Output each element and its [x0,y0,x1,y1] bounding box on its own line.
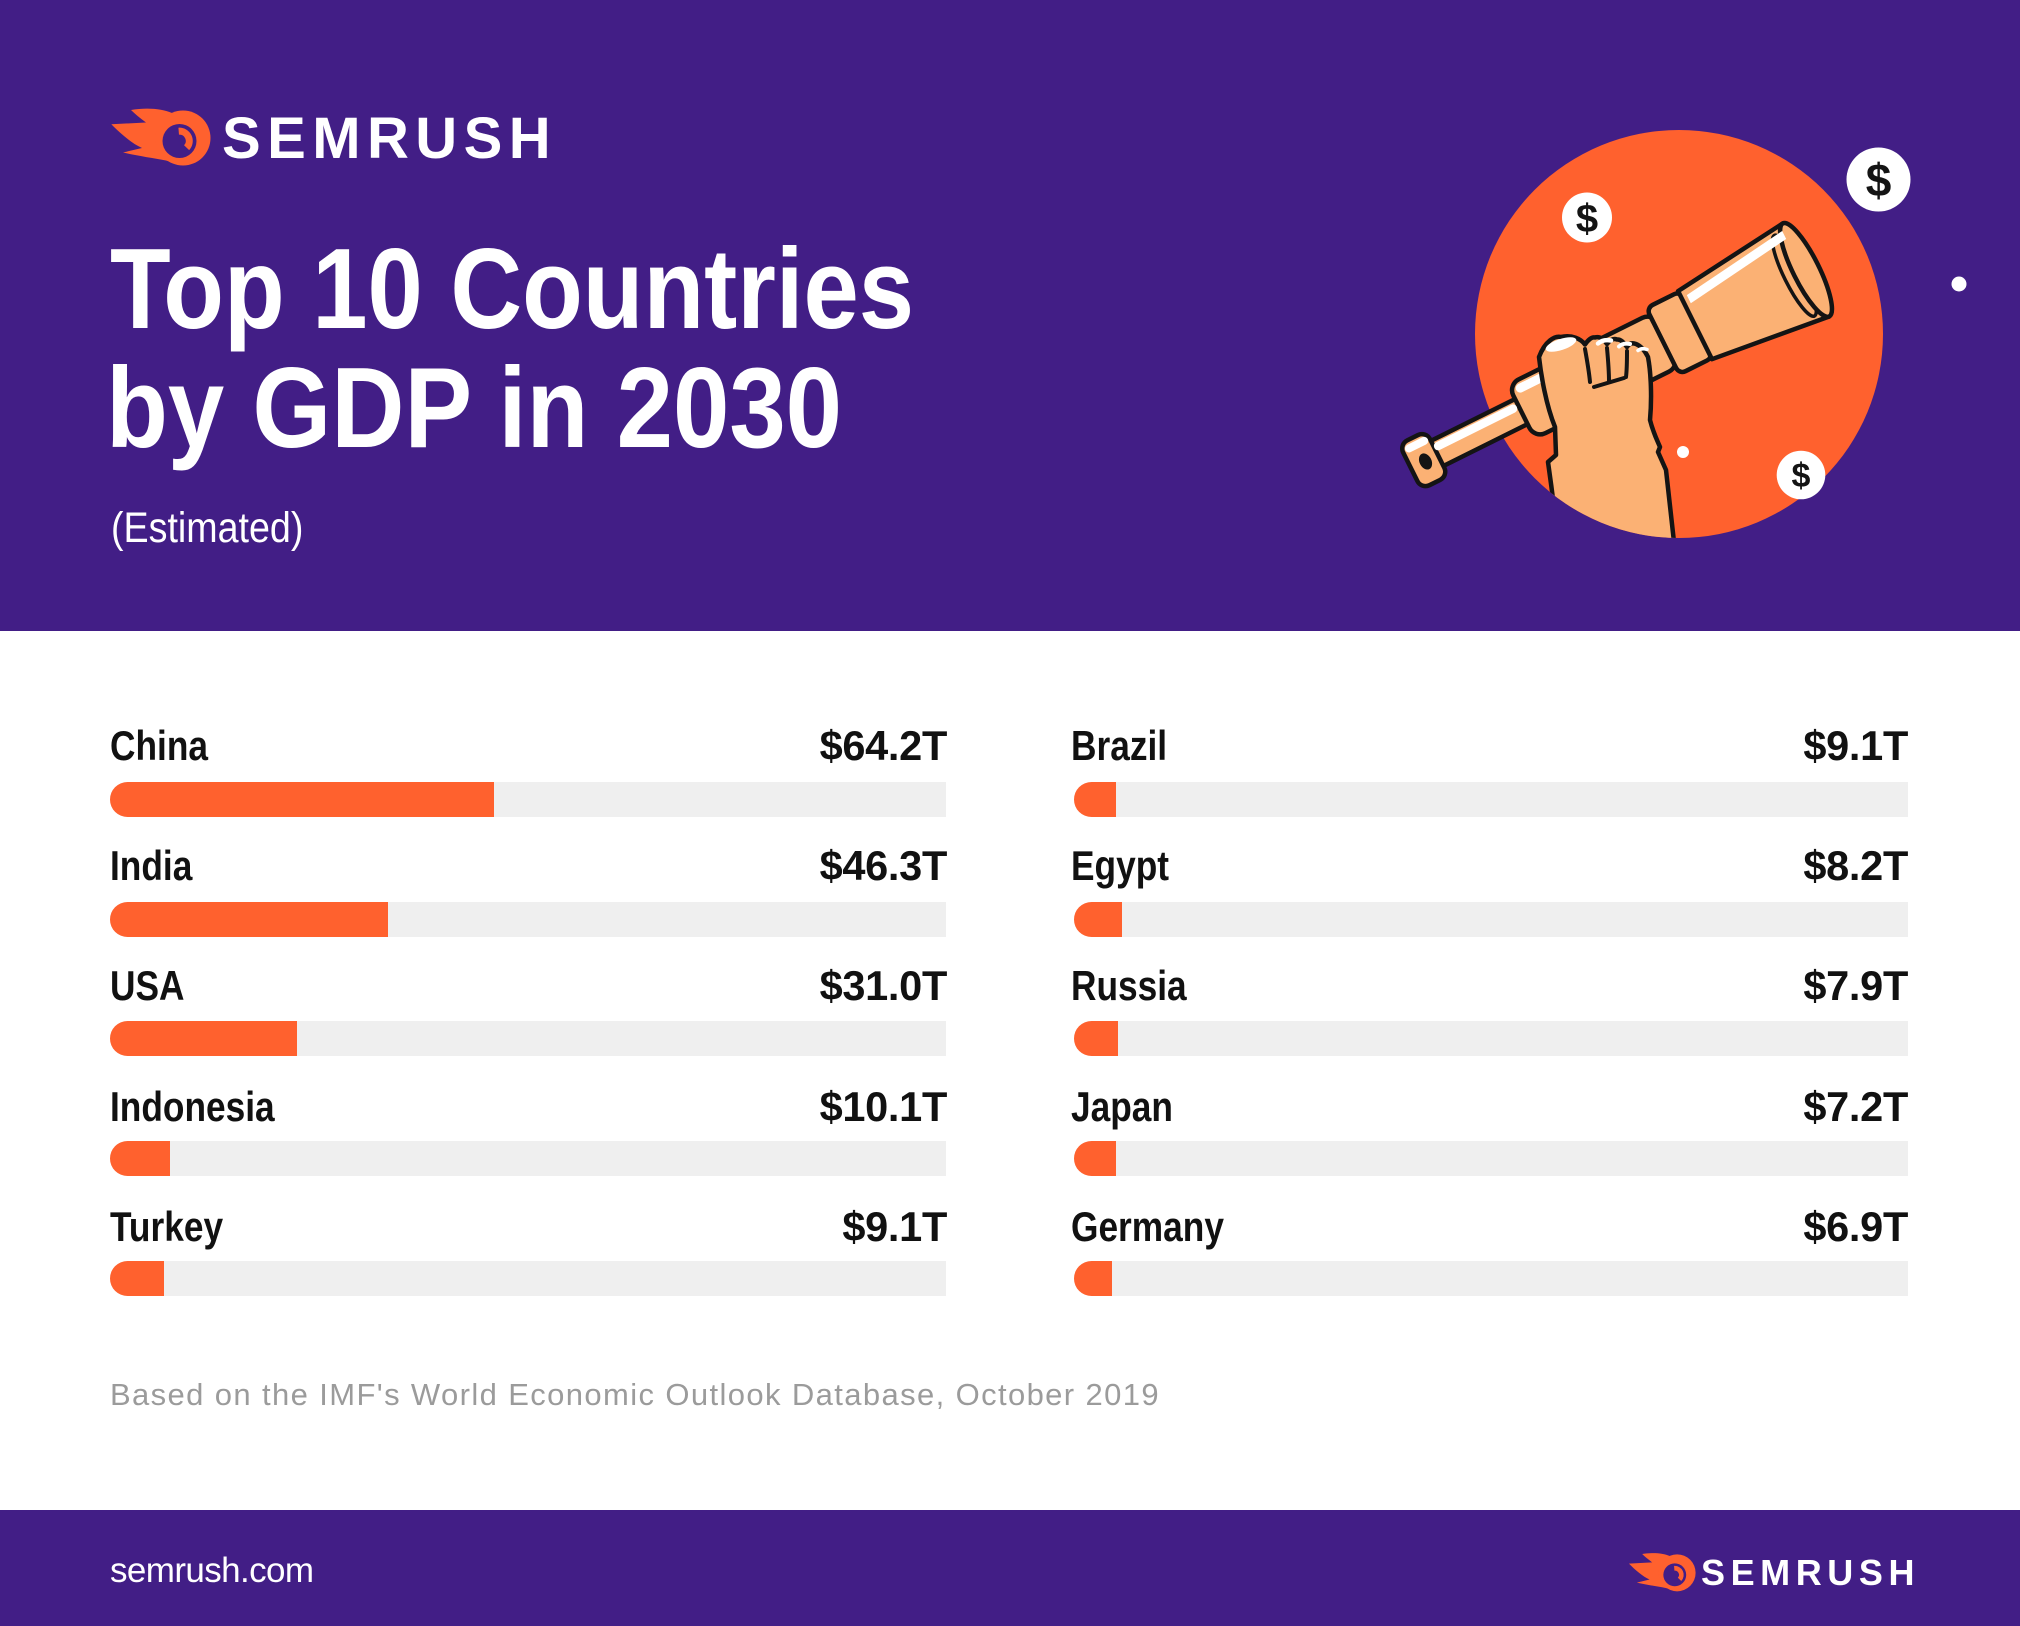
svg-text:$: $ [1866,154,1892,206]
svg-text:$: $ [1792,457,1811,495]
svg-text:$: $ [1576,197,1598,241]
